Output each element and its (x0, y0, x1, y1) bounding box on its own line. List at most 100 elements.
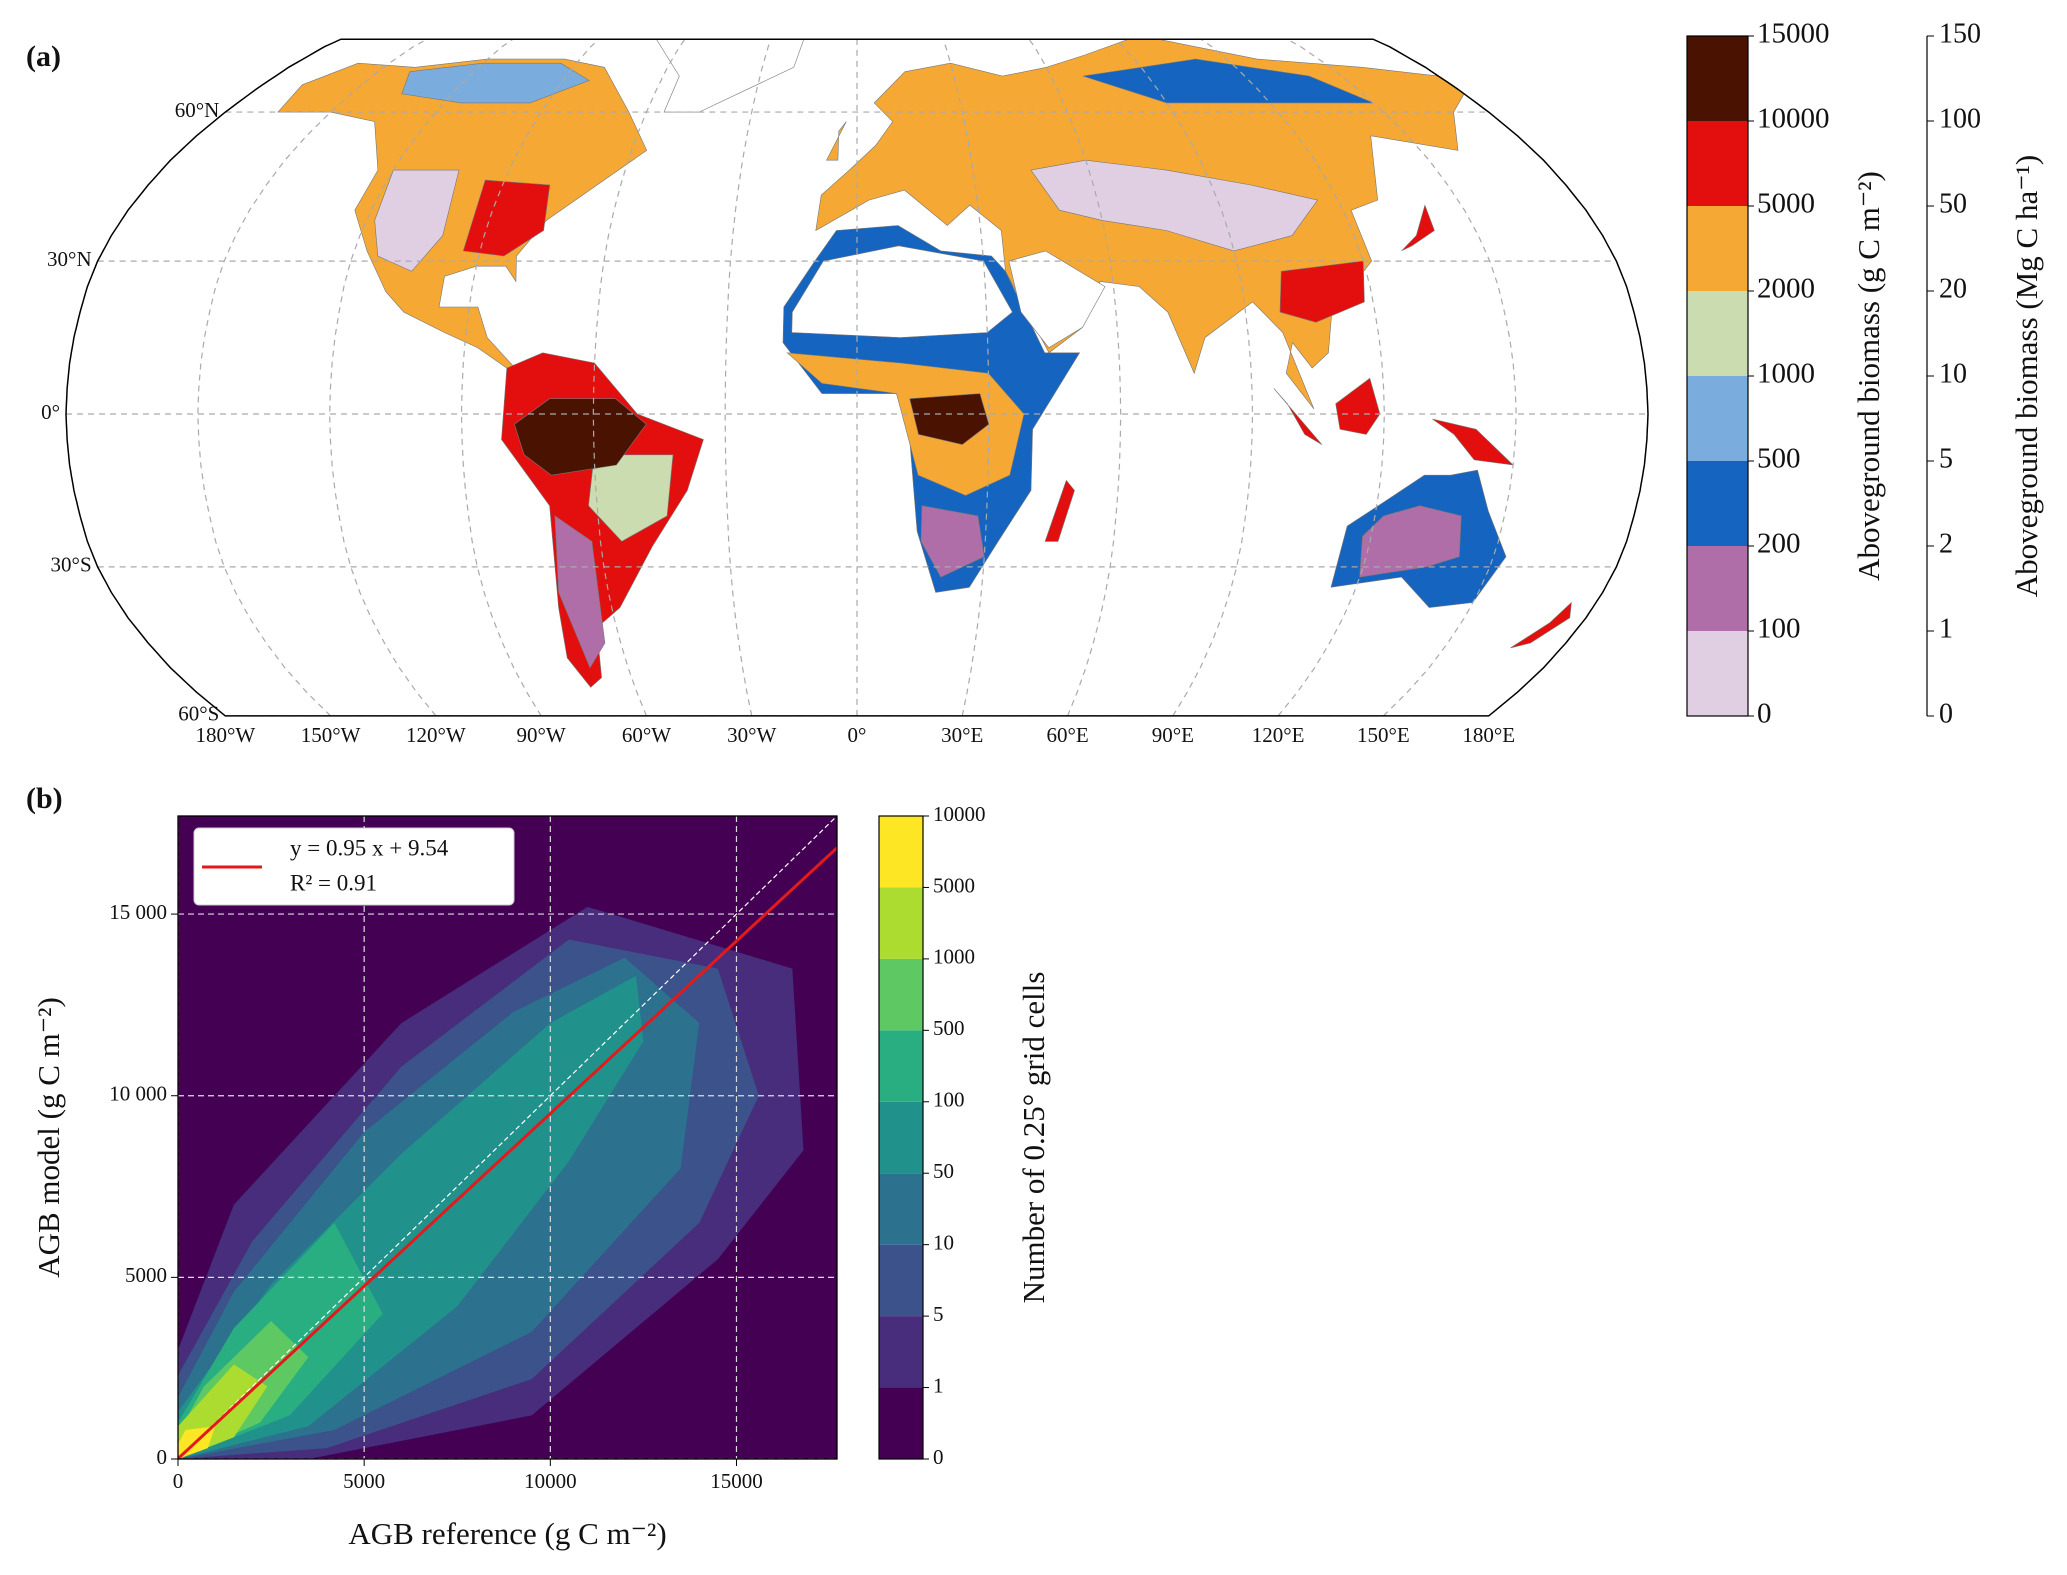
landmass (554, 515, 606, 669)
colorbar-segment (1687, 36, 1748, 121)
colorbar-segment (879, 1244, 923, 1317)
colorbar-tick-label: 10000 (1757, 103, 1830, 135)
map-frame (65, 38, 1649, 717)
colorbar2-tick-label: 5 (1939, 443, 1953, 474)
colorbar-segment (879, 1387, 923, 1459)
meridian (460, 39, 600, 716)
colorbar-segment (879, 958, 923, 1031)
colorbar2-tick-label: 20 (1939, 273, 1967, 304)
grid (178, 816, 837, 1459)
colorbar-segment (1687, 121, 1748, 206)
landmass (1510, 601, 1572, 649)
meridian (592, 39, 686, 716)
colorbar-tick-label: 50 (933, 1159, 954, 1183)
land (277, 39, 1572, 688)
colorbar-tick-label: 10 (933, 1230, 954, 1254)
meridian (66, 39, 342, 716)
lat-label: 30°S (51, 553, 92, 577)
landmass (514, 398, 647, 476)
colorbar2-tick-label: 1 (1939, 613, 1953, 644)
landmass (588, 454, 674, 542)
lon-label: 120°W (406, 723, 466, 747)
landmass (462, 179, 551, 257)
colorbar-label: Number of 0.25° grid cells (1016, 972, 1051, 1304)
colorbar-tick-label: 1 (933, 1373, 944, 1397)
one-to-one-line (178, 816, 837, 1459)
lon-label: 60°E (1046, 723, 1088, 747)
y-axis-label: AGB model (g C m⁻²) (31, 997, 66, 1278)
landmass (1401, 204, 1435, 252)
colorbar-tick-label: 0 (933, 1445, 944, 1469)
panel-label: (b) (26, 782, 63, 815)
x-tick-label: 10000 (524, 1469, 577, 1493)
x-tick-label: 0 (173, 1469, 184, 1493)
colorbar-frame (878, 815, 924, 1460)
colorbar-tick-label: 100 (1757, 613, 1801, 645)
x-tick-label: 15000 (710, 1469, 763, 1493)
landmass (1044, 479, 1075, 542)
colorbar2-label: Aboveground biomass (Mg C ha⁻¹) (2009, 155, 2044, 597)
colorbar-segment (879, 887, 923, 959)
colorbar-tick-label: 5000 (933, 873, 975, 897)
colorbar-tick-label: 1000 (1757, 358, 1815, 390)
colorbar-segment (1687, 461, 1748, 546)
colorbar2-tick-label: 0 (1939, 698, 1953, 729)
meridian (329, 39, 514, 716)
colorbar-tick-label: 10000 (933, 802, 986, 826)
colorbar-tick-label: 15000 (1757, 18, 1830, 50)
landmass (1008, 250, 1106, 349)
landmass (1273, 388, 1323, 445)
lon-label: 30°E (941, 723, 983, 747)
landmass (1030, 159, 1319, 252)
density (178, 816, 837, 1459)
lon-label: 120°E (1252, 723, 1305, 747)
colorbar2-tick-label: 100 (1939, 103, 1981, 134)
colorbar-tick-label: 2000 (1757, 273, 1815, 305)
landmass (1335, 377, 1381, 435)
colorbar-segment (1687, 376, 1748, 461)
y-tick-label: 0 (157, 1445, 168, 1469)
landmass (920, 505, 985, 578)
lon-label: 150°E (1357, 723, 1410, 747)
landmass (909, 393, 990, 445)
lon-label: 150°W (301, 723, 361, 747)
landmass (1432, 418, 1514, 466)
lat-label: 30°N (47, 247, 92, 271)
meridian (1200, 39, 1385, 716)
colorbar-tick-label: 5000 (1757, 188, 1815, 220)
lat-label: 60°N (175, 98, 220, 122)
plot-frame (177, 815, 838, 1460)
colorbar-segment (879, 816, 923, 888)
colorbar-segment (879, 1101, 923, 1174)
colorbar-tick-label: 1000 (933, 945, 975, 969)
colorbar2-tick-label: 2 (1939, 528, 1953, 559)
colorbar-tick-label: 100 (933, 1088, 965, 1112)
lon-label: 180°E (1462, 723, 1515, 747)
meridian (1114, 39, 1254, 716)
y-tick-label: 10 000 (109, 1082, 167, 1106)
landmass (655, 39, 809, 113)
landmass (1279, 260, 1365, 323)
lon-label: 60°W (622, 723, 671, 747)
lon-label: 180°W (195, 723, 255, 747)
colorbar-tick-label: 500 (933, 1016, 965, 1040)
meridian (1286, 39, 1517, 716)
colorbar-label: Aboveground biomass (g C m⁻²) (1851, 171, 1886, 581)
colorbar-tick-label: 5 (933, 1302, 944, 1326)
landmass (374, 169, 460, 272)
colorbar-tick-label: 500 (1757, 443, 1801, 475)
meridian (1028, 39, 1122, 716)
colorbar-segment (1687, 631, 1748, 716)
meridian (724, 39, 772, 716)
colorbar-segment (1687, 546, 1748, 631)
colorbar-segment (879, 1030, 923, 1102)
fit-group (178, 846, 837, 1459)
y-tick-label: 5000 (125, 1263, 167, 1287)
landmass (401, 62, 590, 104)
legend-text: y = 0.95 x + 9.54 (290, 835, 449, 860)
colorbar-tick-label: 200 (1757, 528, 1801, 560)
lon-label: 90°E (1152, 723, 1194, 747)
colorbar-segment (1687, 291, 1748, 376)
